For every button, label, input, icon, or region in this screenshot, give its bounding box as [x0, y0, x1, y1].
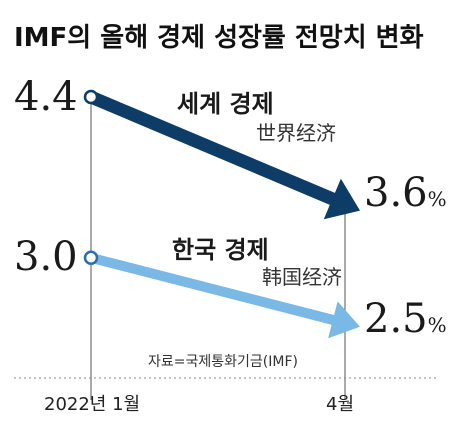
series-korea-end-value: 2.5%	[364, 296, 447, 342]
series-korea-start-point	[83, 250, 99, 266]
series-korea-end-unit: %	[428, 313, 447, 337]
series-world-start-value: 4.4	[14, 74, 78, 120]
series-world-arrow	[88, 91, 360, 220]
series-world-end-unit: %	[428, 187, 447, 211]
series-world-end-number: 3.6	[364, 170, 428, 216]
series-world-subname: 世界经济	[256, 121, 336, 145]
x-tick-label-apr: 4월	[326, 394, 354, 415]
series-korea-start-value: 3.0	[14, 234, 78, 280]
series-korea-end-number: 2.5	[364, 296, 428, 342]
series-world-end-value: 3.6%	[364, 170, 447, 216]
series-world: 4.4 3.6% 세계 경제 世界经济	[14, 74, 447, 220]
x-tick-label-jan: 2022년 1월	[44, 394, 140, 415]
source-note: 자료=국제통화기금(IMF)	[148, 354, 298, 370]
series-korea: 3.0 2.5% 한국 경제 韩国经济	[14, 234, 447, 342]
series-korea-subname: 韩国经济	[262, 265, 342, 289]
series-world-name: 세계 경제	[177, 90, 274, 118]
chart-title: IMF의 올해 경제 성장률 전망치 변화	[14, 23, 424, 53]
series-korea-arrow	[89, 253, 361, 339]
series-korea-name: 한국 경제	[172, 236, 269, 264]
series-world-start-point	[83, 89, 99, 105]
